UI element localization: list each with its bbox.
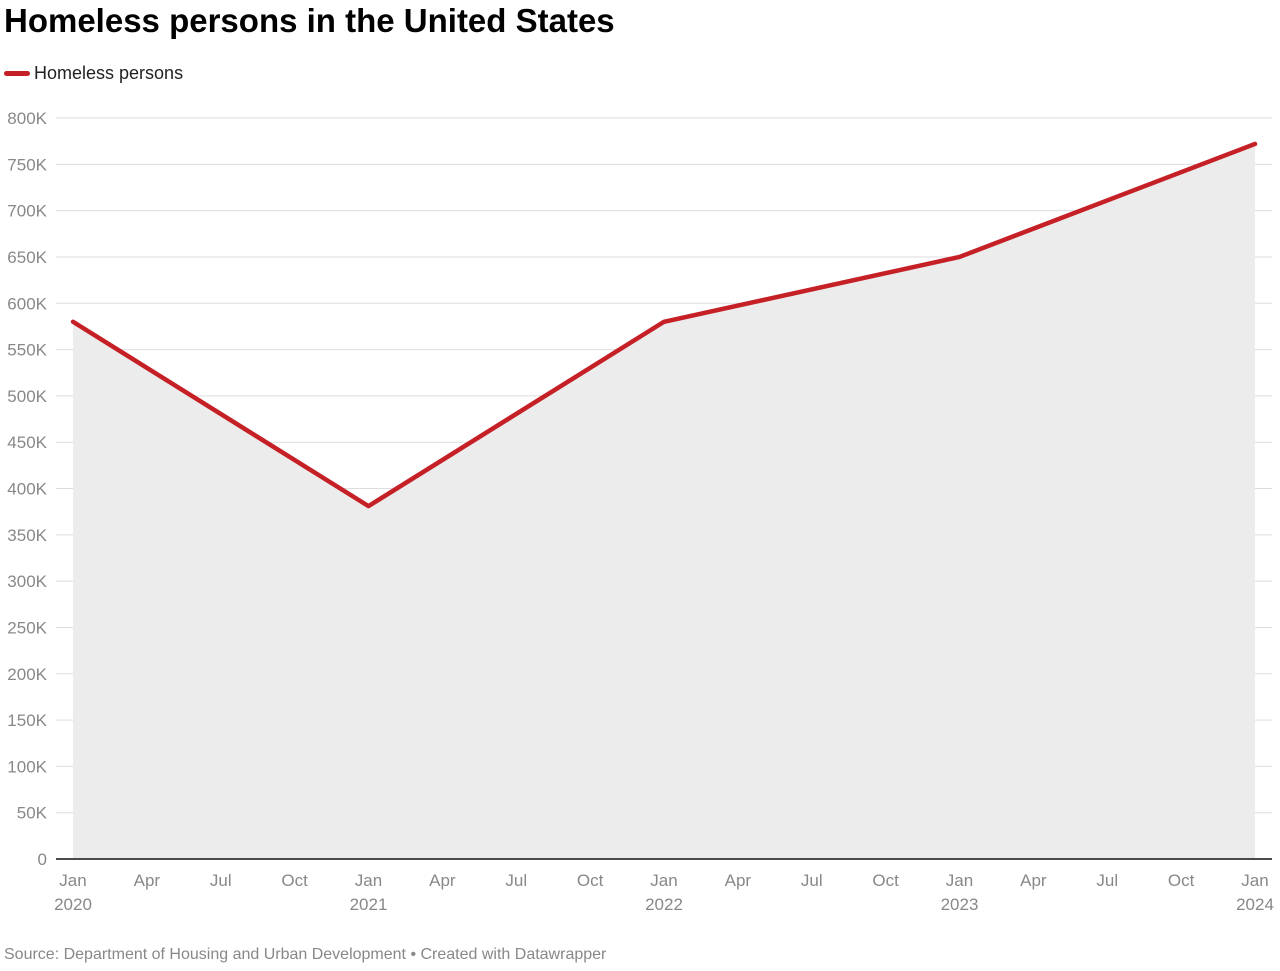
x-tick-year-label: 2021 — [350, 895, 388, 914]
y-tick-label: 50K — [17, 804, 48, 823]
x-tick-year-label: 2023 — [941, 895, 979, 914]
y-tick-label: 0 — [38, 850, 47, 869]
y-tick-label: 500K — [7, 387, 47, 406]
x-tick-label: Oct — [872, 871, 899, 890]
y-tick-label: 400K — [7, 480, 47, 499]
y-tick-label: 100K — [7, 757, 47, 776]
x-tick-label: Jan — [1241, 871, 1268, 890]
x-tick-label: Apr — [429, 871, 456, 890]
y-tick-label: 450K — [7, 433, 47, 452]
x-tick-label: Jul — [210, 871, 232, 890]
y-tick-label: 650K — [7, 248, 47, 267]
legend-label: Homeless persons — [34, 63, 184, 83]
y-tick-label: 800K — [7, 109, 47, 128]
series-line-homeless-persons — [70, 141, 1258, 509]
x-tick-label: Jul — [505, 871, 527, 890]
x-tick-label: Jul — [801, 871, 823, 890]
y-tick-label: 550K — [7, 341, 47, 360]
y-axis-labels: 0 50K 100K 150K 200K 250K 300K 350K 400K 450K 500K… — [7, 109, 47, 869]
x-tick-label: Apr — [134, 871, 161, 890]
x-axis-labels: Jan 2020 Apr Jul Oct Jan 2021 Apr Jul Oct Jan 2022 A… — [54, 871, 1274, 914]
area-fill-layer — [73, 143, 1255, 859]
x-tick-year-label: 2020 — [54, 895, 92, 914]
y-tick-label: 250K — [7, 618, 47, 637]
source-note: Source: Department of Housing and Urban … — [4, 946, 607, 963]
x-tick-label: Oct — [281, 871, 308, 890]
y-tick-label: 350K — [7, 526, 47, 545]
y-tick-label: 600K — [7, 294, 47, 313]
x-tick-label: Apr — [725, 871, 752, 890]
x-tick-label: Jul — [1096, 871, 1118, 890]
legend: Homeless persons — [4, 63, 183, 84]
y-tick-label: 300K — [7, 572, 47, 591]
x-tick-year-label: 2022 — [645, 895, 683, 914]
y-tick-label: 750K — [7, 155, 47, 174]
x-tick-year-label: 2024 — [1236, 895, 1274, 914]
x-tick-label: Jan — [650, 871, 677, 890]
legend-swatch — [4, 71, 30, 76]
y-tick-label: 200K — [7, 665, 47, 684]
y-tick-label: 150K — [7, 711, 47, 730]
chart-title: Homeless persons in the United States — [4, 2, 615, 39]
x-tick-label: Jan — [946, 871, 973, 890]
y-tick-label: 700K — [7, 202, 47, 221]
x-tick-label: Apr — [1020, 871, 1047, 890]
x-tick-label: Oct — [1168, 871, 1195, 890]
line-chart: 0 50K 100K 150K 200K 250K 300K 350K 400K 450K 500K… — [7, 109, 1274, 914]
x-tick-label: Jan — [355, 871, 382, 890]
x-tick-label: Oct — [577, 871, 604, 890]
x-tick-label: Jan — [59, 871, 86, 890]
area-fill — [73, 143, 1255, 859]
series-layer — [70, 141, 1258, 509]
